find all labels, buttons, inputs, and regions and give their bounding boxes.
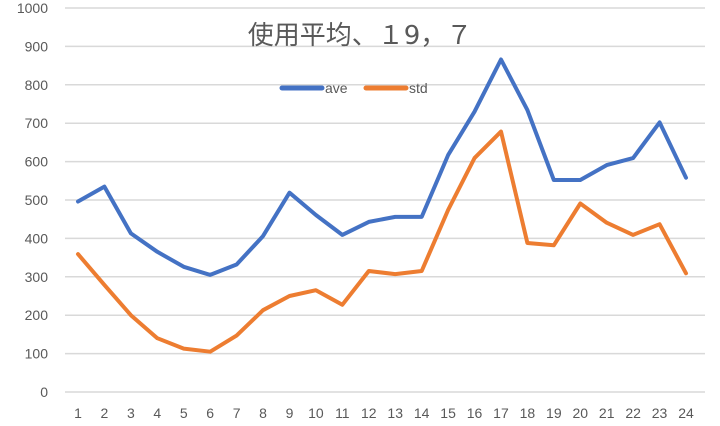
y-tick-label: 1000 bbox=[17, 0, 48, 16]
x-tick-label: 23 bbox=[652, 405, 668, 421]
y-tick-label: 300 bbox=[25, 269, 49, 285]
x-tick-label: 15 bbox=[440, 405, 456, 421]
series-line-std bbox=[76, 129, 688, 354]
series-lines bbox=[76, 57, 688, 354]
legend-label: std bbox=[409, 80, 428, 96]
x-tick-label: 10 bbox=[308, 405, 324, 421]
legend-label: ave bbox=[325, 80, 348, 96]
y-tick-label: 400 bbox=[25, 230, 49, 246]
x-tick-label: 3 bbox=[127, 405, 135, 421]
x-tick-label: 13 bbox=[387, 405, 403, 421]
x-tick-label: 17 bbox=[493, 405, 509, 421]
y-tick-label: 0 bbox=[40, 384, 48, 400]
y-tick-label: 200 bbox=[25, 307, 49, 323]
chart-title: 使用平均、１9，７ bbox=[248, 21, 473, 51]
y-tick-label: 500 bbox=[25, 192, 49, 208]
y-tick-label: 800 bbox=[25, 77, 49, 93]
y-tick-label: 700 bbox=[25, 115, 49, 131]
x-tick-label: 22 bbox=[625, 405, 641, 421]
y-tick-label: 900 bbox=[25, 38, 49, 54]
x-axis-labels: 1 2 3 4 5 6 7 8 9 10 11 12 13 14 15 16 17 18 19 20 21 22 23 24 bbox=[74, 405, 694, 421]
x-tick-label: 1 bbox=[74, 405, 82, 421]
x-tick-label: 20 bbox=[572, 405, 588, 421]
x-tick-label: 21 bbox=[599, 405, 615, 421]
y-axis-labels: 0 100 200 300 400 500 600 700 800 900 1000 bbox=[17, 0, 48, 400]
x-tick-label: 7 bbox=[233, 405, 241, 421]
x-tick-label: 16 bbox=[467, 405, 483, 421]
legend: ave std bbox=[279, 80, 428, 96]
x-tick-label: 19 bbox=[546, 405, 562, 421]
x-tick-label: 9 bbox=[286, 405, 294, 421]
legend-item-ave: ave bbox=[279, 80, 348, 96]
x-tick-label: 18 bbox=[520, 405, 536, 421]
x-tick-label: 14 bbox=[414, 405, 430, 421]
x-tick-label: 11 bbox=[335, 405, 350, 421]
y-tick-label: 600 bbox=[25, 154, 49, 170]
x-tick-label: 5 bbox=[180, 405, 188, 421]
legend-item-std: std bbox=[363, 80, 428, 96]
x-tick-label: 12 bbox=[361, 405, 377, 421]
gridlines bbox=[65, 7, 705, 393]
x-tick-label: 24 bbox=[678, 405, 694, 421]
x-tick-label: 6 bbox=[206, 405, 214, 421]
y-tick-label: 100 bbox=[25, 346, 49, 362]
x-tick-label: 2 bbox=[101, 405, 109, 421]
x-tick-label: 4 bbox=[153, 405, 161, 421]
x-tick-label: 8 bbox=[259, 405, 267, 421]
series-line-ave bbox=[76, 57, 688, 277]
